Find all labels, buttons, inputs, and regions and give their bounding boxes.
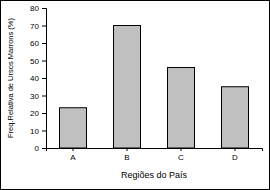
y-tick: 40: [30, 74, 46, 83]
x-axis-title: Regiões do País: [121, 170, 188, 180]
y-tick: 70: [30, 22, 46, 31]
x-tick: C: [178, 148, 184, 162]
bars: [60, 26, 249, 149]
y-tick-label: 60: [30, 39, 39, 48]
y-axis: 0 10 20 30 40 50 60 70 80: [30, 4, 46, 153]
x-tick-mark: [235, 148, 236, 151]
x-tick-mark: [181, 148, 182, 151]
y-tick-label: 30: [30, 92, 39, 101]
y-tick: 30: [30, 92, 46, 101]
y-tick: 10: [30, 127, 46, 136]
y-tick-label: 70: [30, 22, 39, 31]
y-tick-mark: [42, 26, 46, 27]
y-tick-mark: [42, 148, 46, 149]
bar: [60, 108, 87, 148]
plot: 0 10 20 30 40 50 60 70 80 A B C D: [30, 4, 262, 162]
y-tick: 50: [30, 57, 46, 66]
x-axis: A B C D: [47, 148, 263, 162]
y-tick-mark: [42, 78, 46, 79]
y-tick: 80: [30, 4, 46, 13]
x-tick: A: [70, 148, 76, 162]
x-tick-label: C: [178, 153, 184, 162]
y-tick-label: 40: [30, 74, 39, 83]
y-tick-label: 80: [30, 4, 39, 13]
y-tick-label: 20: [30, 109, 39, 118]
x-tick-label: B: [124, 153, 129, 162]
x-tick: B: [124, 148, 129, 162]
x-tick-mark: [73, 148, 74, 151]
y-tick: 20: [30, 109, 46, 118]
y-tick-mark: [42, 131, 46, 132]
x-tick-label: D: [232, 153, 238, 162]
y-tick-mark: [42, 8, 46, 9]
y-axis-title: Freq.Relativa de Ursos Marrons (%): [6, 17, 15, 138]
y-tick: 60: [30, 39, 46, 48]
y-tick-mark: [42, 43, 46, 44]
chart: 0 10 20 30 40 50 60 70 80 A B C D Regiões do País Freq…: [0, 0, 270, 190]
bar: [114, 26, 141, 149]
y-tick-label: 0: [35, 144, 40, 153]
bar: [222, 87, 249, 148]
y-tick-label: 50: [30, 57, 39, 66]
y-tick: 0: [35, 144, 46, 153]
y-axis-line: [42, 9, 47, 149]
x-tick-mark: [127, 148, 128, 151]
bar: [168, 68, 195, 149]
x-tick-label: A: [70, 153, 76, 162]
y-tick-label: 10: [30, 127, 39, 136]
x-tick: D: [232, 148, 238, 162]
y-tick-mark: [42, 61, 46, 62]
x-axis-line: [47, 149, 263, 152]
y-tick-mark: [42, 96, 46, 97]
chart-border: [1, 1, 270, 190]
y-tick-mark: [42, 113, 46, 114]
